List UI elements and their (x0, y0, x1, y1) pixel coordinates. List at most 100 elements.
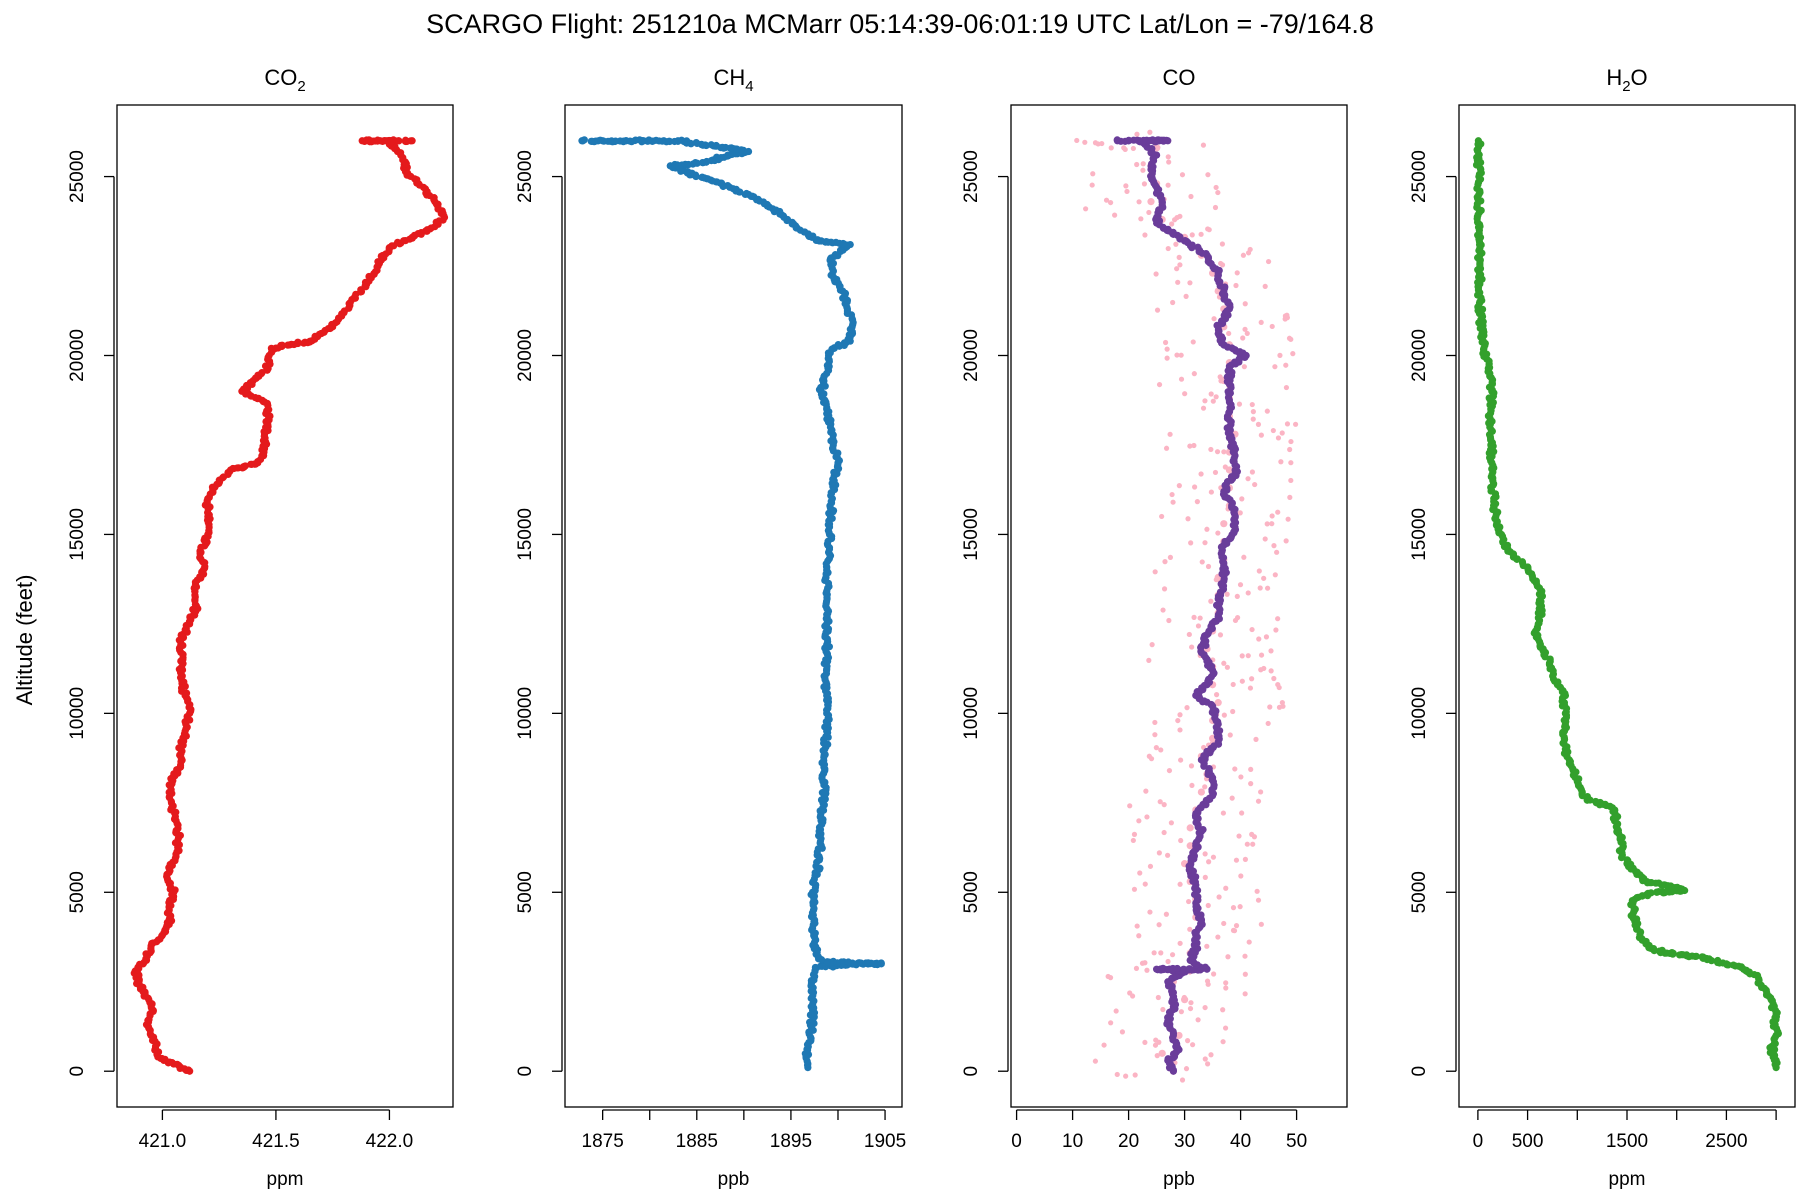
data-point-raw (1127, 803, 1133, 809)
data-point-raw (1271, 543, 1277, 549)
data-point-raw (1197, 615, 1203, 621)
data-point-raw (1210, 398, 1216, 404)
data-point-raw (1211, 971, 1217, 977)
data-point-raw (1247, 685, 1254, 691)
data-point-fill (233, 464, 241, 472)
data-point-raw (1114, 1071, 1120, 1078)
panel-title-sub: 2 (1622, 78, 1630, 95)
x-tick-label: 0 (1011, 1131, 1022, 1152)
data-point-fill (1168, 966, 1176, 974)
data-point-raw (1284, 421, 1291, 427)
data-point-fill (278, 341, 286, 349)
data-point-raw (1170, 299, 1176, 306)
panel-title-tail: O (1631, 65, 1648, 90)
data-point-raw (1242, 991, 1248, 997)
y-tick-label: 5000 (515, 871, 536, 913)
data-point-raw (1242, 326, 1248, 332)
data-point-raw (1162, 339, 1169, 346)
data-layer (578, 136, 885, 1072)
data-point-raw (1240, 252, 1247, 258)
data-point-raw (1278, 459, 1284, 465)
data-point-raw (1123, 1073, 1129, 1079)
x-tick-label: 40 (1230, 1131, 1251, 1152)
data-point-raw (1177, 727, 1183, 733)
data-point-raw (1283, 384, 1290, 391)
x-tick-label: 2500 (1705, 1131, 1747, 1152)
panel-title-main: CO (1163, 65, 1196, 90)
data-point-raw (1239, 653, 1245, 659)
data-point-raw (1165, 154, 1171, 160)
data-point-raw (1239, 810, 1245, 816)
main-title: SCARGO Flight: 251210a MCMarr 05:14:39-0… (426, 9, 1374, 39)
data-point-raw (1177, 940, 1183, 946)
data-point-raw (1166, 617, 1172, 624)
data-point-raw (1272, 572, 1278, 578)
data-point-raw (1202, 851, 1208, 857)
y-tick-label: 25000 (515, 150, 536, 203)
panel-title-sub: 4 (745, 78, 753, 95)
data-point-raw (1147, 909, 1153, 915)
data-point-raw (1146, 657, 1152, 663)
y-tick-label: 15000 (67, 508, 88, 561)
data-point-raw (1250, 409, 1256, 415)
data-point-raw (1236, 401, 1243, 407)
x-axis-label: ppm (1609, 1169, 1646, 1190)
data-point-raw (1154, 1053, 1160, 1059)
data-point-fill (1213, 321, 1221, 329)
y-axis-label: Altitude (feet) (12, 575, 37, 706)
data-point-raw (1108, 1020, 1114, 1026)
data-point-fill (1714, 956, 1722, 965)
data-point-raw (1223, 980, 1229, 986)
data-point-raw (1220, 1007, 1226, 1013)
x-tick-label: 500 (1512, 1131, 1544, 1152)
data-point-raw (1155, 994, 1161, 1001)
y-tick-label: 20000 (1409, 329, 1430, 382)
y-tick-label: 5000 (1409, 871, 1430, 913)
data-point-raw (1226, 330, 1232, 337)
data-point-fill (264, 353, 272, 361)
data-point (1186, 824, 1194, 832)
data-point-raw (1165, 182, 1171, 188)
data-point-raw (1217, 632, 1224, 638)
data-point-raw (1173, 241, 1179, 247)
data-point-fill (139, 983, 147, 991)
data-point-raw (1163, 445, 1170, 451)
data-point-raw (1200, 142, 1207, 148)
data-point-raw (1103, 197, 1110, 203)
data-point-fill (824, 354, 832, 363)
data-point-fill (854, 959, 863, 967)
data-point-raw (1206, 227, 1212, 233)
data-point-raw (1283, 538, 1289, 544)
data-point-raw (1188, 540, 1194, 546)
data-point-raw (1214, 449, 1221, 455)
y-tick-label: 15000 (515, 508, 536, 561)
data-point-fill (587, 137, 595, 145)
data-point-raw (1205, 172, 1211, 178)
data-point-raw (1244, 841, 1250, 847)
data-point-fill (821, 622, 829, 630)
data-point-raw (1286, 335, 1293, 341)
data-point-raw (1130, 837, 1136, 844)
data-point-raw (1178, 837, 1184, 844)
data-point-raw (1151, 950, 1157, 956)
data-point-fill (1487, 426, 1495, 434)
data-point-raw (1092, 1058, 1099, 1064)
data-point-fill (1535, 619, 1543, 627)
data-point-raw (1189, 782, 1195, 789)
data-point-raw (1184, 1038, 1191, 1044)
y-tick-label: 20000 (67, 329, 88, 382)
data-point-fill (829, 444, 837, 452)
data-point-fill (820, 372, 828, 380)
data-point-raw (1269, 323, 1275, 330)
data-point-fill (1191, 884, 1199, 892)
data-point-raw (1177, 262, 1183, 268)
y-tick-label: 0 (961, 1066, 982, 1077)
data-point-raw (1156, 1039, 1162, 1045)
data-point-fill (1230, 454, 1238, 462)
data-point-raw (1161, 802, 1167, 808)
data-point-raw (1108, 145, 1114, 151)
data-point-raw (1230, 905, 1237, 911)
data-point-raw (1252, 481, 1258, 488)
data-point-raw (1195, 1017, 1201, 1023)
data-point-fill (828, 514, 836, 523)
